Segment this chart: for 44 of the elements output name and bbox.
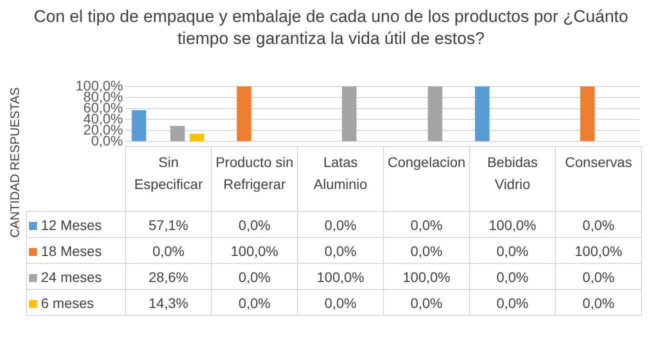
x-tick-label: Conservas bbox=[556, 146, 642, 212]
data-label: 100,0% bbox=[470, 212, 556, 238]
data-label: 0,0% bbox=[212, 212, 298, 238]
bar bbox=[428, 86, 442, 142]
bar bbox=[236, 86, 252, 142]
legend-label: 12 Meses bbox=[26, 212, 126, 238]
bar bbox=[342, 86, 356, 142]
chart-title: Con el tipo de empaque y embalaje de cada uno de los productos por ¿Cuánto tiempo se garantiza la vida útil de estos? bbox=[32, 6, 630, 50]
data-label: 100,0% bbox=[556, 238, 642, 264]
bar bbox=[190, 134, 204, 142]
bar bbox=[580, 86, 595, 142]
data-label: 100,0% bbox=[212, 238, 298, 264]
data-label: 0,0% bbox=[126, 238, 212, 264]
data-label: 0,0% bbox=[212, 264, 298, 290]
x-tick-label: Congelacion bbox=[384, 146, 470, 212]
data-label: 0,0% bbox=[298, 212, 384, 238]
bar bbox=[170, 126, 185, 142]
data-label: 0,0% bbox=[470, 290, 556, 316]
data-label: 0,0% bbox=[298, 238, 384, 264]
x-tick-label: Bebidas Vidrio bbox=[470, 146, 556, 212]
data-label: 0,0% bbox=[384, 238, 470, 264]
data-label: 0,0% bbox=[556, 212, 642, 238]
legend-label: 24 meses bbox=[26, 264, 126, 290]
data-label: 0,0% bbox=[470, 264, 556, 290]
data-label: 0,0% bbox=[556, 264, 642, 290]
legend-label: 6 meses bbox=[26, 290, 126, 316]
bar bbox=[475, 86, 490, 142]
data-label: 57,1% bbox=[126, 212, 212, 238]
bar bbox=[132, 110, 146, 142]
x-tick-label: Producto sin Refrigerar bbox=[212, 146, 298, 212]
data-label: 0,0% bbox=[556, 290, 642, 316]
data-label: 100,0% bbox=[384, 264, 470, 290]
x-tick-label: Sin Especificar bbox=[126, 146, 212, 212]
data-label: 0,0% bbox=[470, 238, 556, 264]
data-label: 14,3% bbox=[126, 290, 212, 316]
data-label: 28,6% bbox=[126, 264, 212, 290]
x-tick-label: Latas Aluminio bbox=[298, 146, 384, 212]
legend-label: 18 Meses bbox=[26, 238, 126, 264]
data-label: 0,0% bbox=[384, 212, 470, 238]
data-label: 0,0% bbox=[384, 290, 470, 316]
data-label: 0,0% bbox=[212, 290, 298, 316]
data-label: 100,0% bbox=[298, 264, 384, 290]
y-axis-title: CANTIDAD RESPUESTAS bbox=[8, 86, 22, 240]
data-label: 0,0% bbox=[298, 290, 384, 316]
